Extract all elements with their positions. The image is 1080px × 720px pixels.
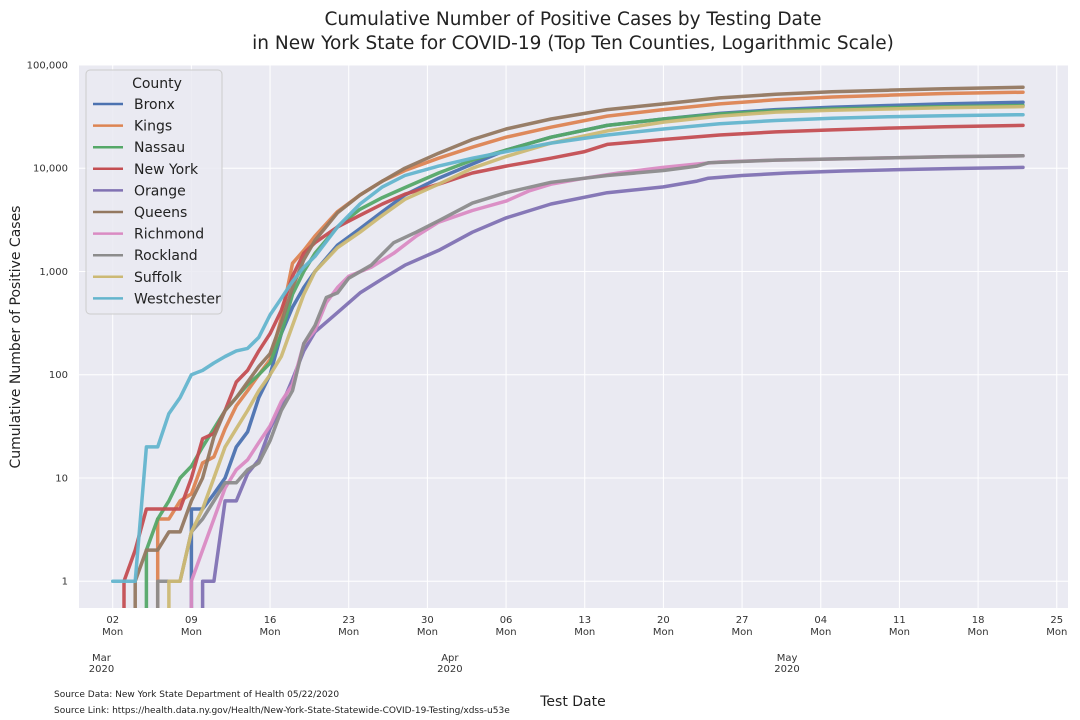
y-tick-label: 10,000: [33, 164, 68, 175]
x-tick-day: 18: [972, 615, 985, 626]
x-axis-ticks: 02Mon09Mon16Mon23Mon30Mon06Mon13Mon20Mon…: [89, 615, 1068, 675]
x-tick-weekday: Mon: [653, 627, 674, 638]
legend-label: New York: [134, 162, 199, 178]
source-link-note: Source Link: https://health.data.ny.gov/…: [54, 706, 510, 716]
x-tick-day: 09: [185, 615, 198, 626]
series-line-suffolk: [167, 104, 1025, 608]
x-year-label: 2020: [774, 664, 799, 675]
legend-label: Richmond: [134, 227, 204, 243]
y-tick-label: 1: [62, 577, 68, 588]
y-tick-label: 100,000: [27, 61, 68, 72]
legend-label: Orange: [134, 183, 186, 199]
y-tick-label: 1,000: [39, 267, 68, 278]
x-tick-weekday: Mon: [417, 627, 438, 638]
legend-label: Rockland: [134, 248, 198, 264]
x-tick-day: 06: [500, 615, 513, 626]
x-tick-weekday: Mon: [968, 627, 989, 638]
plot-area: [79, 65, 1068, 608]
series-line-westchester: [110, 112, 1025, 583]
y-axis-ticks: 1 10 100 1,000 10,000 100,000: [27, 61, 68, 588]
legend-label: Suffolk: [134, 270, 183, 286]
legend-label: Kings: [134, 119, 172, 135]
series-line-rockland: [155, 154, 1025, 608]
x-tick-day: 25: [1050, 615, 1063, 626]
legend-title: County: [132, 76, 182, 92]
x-month-label: Apr: [441, 653, 459, 664]
y-axis-label: Cumulative Number of Positive Cases: [8, 206, 24, 469]
chart-subtitle: in New York State for COVID-19 (Top Ten …: [252, 33, 894, 54]
legend-label: Nassau: [134, 140, 185, 156]
x-month-label: May: [777, 653, 798, 664]
x-tick-weekday: Mon: [574, 627, 595, 638]
x-tick-day: 20: [657, 615, 670, 626]
x-year-label: 2020: [89, 664, 114, 675]
legend-label: Queens: [134, 205, 187, 221]
legend-box: [85, 69, 223, 315]
legend-label: Westchester: [134, 291, 221, 307]
chart-title: Cumulative Number of Positive Cases by T…: [324, 9, 821, 30]
x-tick-weekday: Mon: [1046, 627, 1067, 638]
x-tick-weekday: Mon: [260, 627, 281, 638]
x-month-label: Mar: [92, 653, 112, 664]
legend: County Bronx Kings Nassau New York Orange Que…: [85, 69, 223, 315]
x-tick-day: 11: [893, 615, 906, 626]
y-tick-label: 100: [49, 370, 68, 381]
x-tick-weekday: Mon: [102, 627, 123, 638]
series-line-orange: [200, 165, 1025, 608]
x-tick-day: 02: [106, 615, 119, 626]
x-tick-weekday: Mon: [810, 627, 831, 638]
source-data-note: Source Data: New York State Department o…: [54, 690, 339, 700]
x-tick-weekday: Mon: [496, 627, 517, 638]
x-tick-day: 04: [814, 615, 827, 626]
legend-label: Bronx: [134, 97, 175, 113]
x-tick-weekday: Mon: [889, 627, 910, 638]
x-tick-day: 30: [421, 615, 434, 626]
x-tick-day: 27: [736, 615, 749, 626]
x-tick-day: 13: [578, 615, 591, 626]
legend-items: Bronx Kings Nassau New York Orange Queens Rich…: [93, 97, 221, 307]
x-tick-weekday: Mon: [338, 627, 359, 638]
x-tick-weekday: Mon: [732, 627, 753, 638]
x-tick-day: 16: [264, 615, 277, 626]
y-tick-label: 10: [55, 473, 68, 484]
x-axis-label: Test Date: [539, 694, 605, 710]
x-tick-weekday: Mon: [181, 627, 202, 638]
x-tick-day: 23: [342, 615, 355, 626]
x-year-label: 2020: [437, 664, 462, 675]
series-lines: [110, 85, 1025, 608]
series-line-queens: [133, 85, 1025, 608]
